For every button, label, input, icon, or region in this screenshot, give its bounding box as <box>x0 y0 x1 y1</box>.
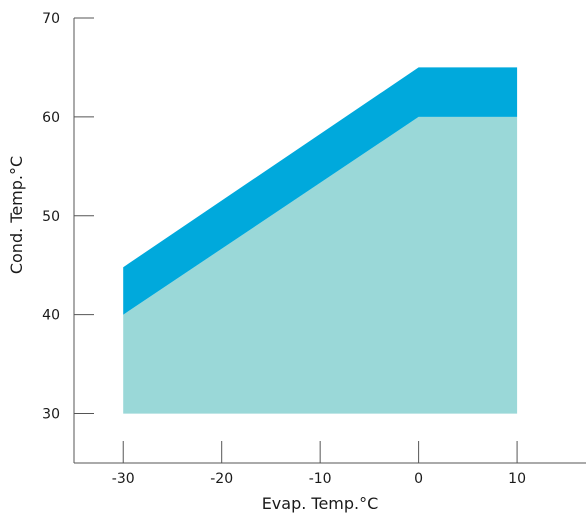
area-region-1 <box>123 116 518 414</box>
x-ticks: -30 -20 -10 0 10 <box>112 441 526 487</box>
plot-areas <box>123 67 518 414</box>
y-tick-label: 30 <box>42 407 60 423</box>
y-tick-label: 40 <box>42 308 60 324</box>
area-region-2 <box>123 67 518 315</box>
x-tick-label: 10 <box>508 471 526 487</box>
x-axis-title: Evap. Temp.°C <box>262 494 379 513</box>
x-tick-label: -30 <box>112 471 135 487</box>
y-tick-label: 70 <box>42 11 60 27</box>
y-tick-label: 50 <box>42 209 60 225</box>
x-tick-label: 0 <box>414 471 423 487</box>
axes <box>73 18 586 464</box>
y-ticks: 30 40 50 60 70 <box>42 11 94 423</box>
y-axis-title: Cond. Temp.°C <box>7 156 26 274</box>
y-tick-label: 60 <box>42 110 60 126</box>
x-tick-label: -10 <box>309 471 332 487</box>
x-tick-label: -20 <box>210 471 233 487</box>
